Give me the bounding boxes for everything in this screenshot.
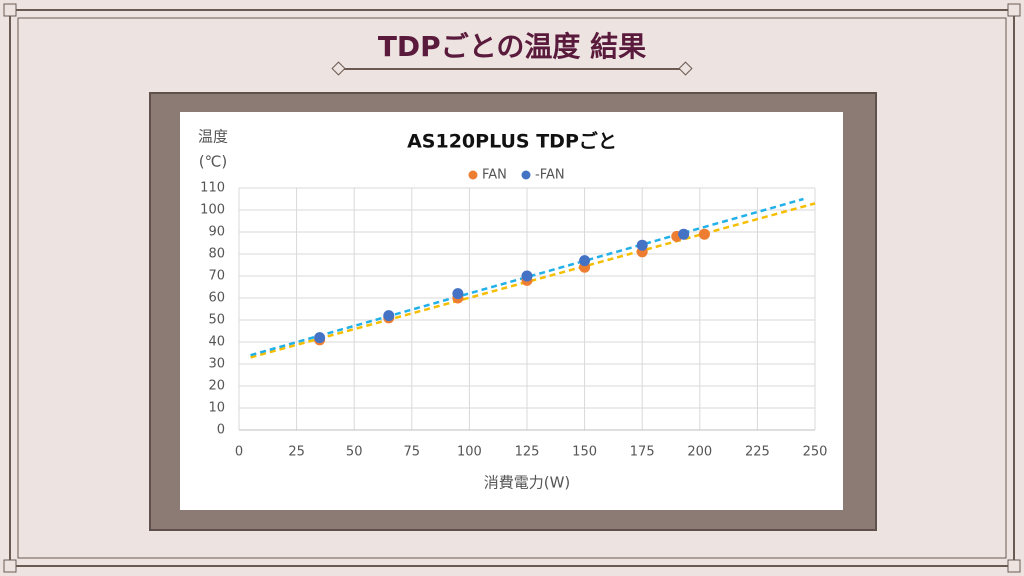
- y-tick-label: 40: [208, 335, 225, 350]
- point: [579, 255, 591, 267]
- corner: [3, 3, 17, 17]
- legend-label: -FAN: [535, 168, 565, 183]
- y-tick-label: 30: [208, 357, 225, 372]
- x-tick-label: 150: [572, 445, 597, 460]
- y-tick-label: 0: [217, 423, 225, 438]
- chart-area: [180, 112, 843, 510]
- y-tick-label: 70: [208, 269, 225, 284]
- x-tick-label: 200: [687, 445, 712, 460]
- x-tick-label: 175: [630, 445, 655, 460]
- y-tick-label: 50: [208, 313, 225, 328]
- legend-marker: [521, 170, 531, 180]
- x-tick-label: 50: [346, 445, 363, 460]
- y-tick-label: 100: [200, 203, 225, 218]
- corner: [1007, 3, 1021, 17]
- y-axis-label: 温度: [198, 128, 228, 146]
- x-tick-label: 0: [235, 445, 243, 460]
- corner: [3, 559, 17, 573]
- point: [452, 288, 464, 300]
- y-axis-label: (℃): [199, 153, 228, 171]
- point: [521, 270, 533, 282]
- x-tick-label: 25: [288, 445, 305, 460]
- x-tick-label: 225: [745, 445, 770, 460]
- frame-inner: [17, 17, 1007, 559]
- x-tick-label: 100: [457, 445, 482, 460]
- point: [383, 310, 395, 322]
- x-tick-label: 250: [803, 445, 828, 460]
- y-tick-label: 90: [208, 225, 225, 240]
- y-tick-label: 110: [200, 181, 225, 196]
- point: [636, 239, 648, 251]
- y-tick-label: 20: [208, 379, 225, 394]
- legend-marker: [468, 170, 478, 180]
- point: [678, 228, 690, 240]
- diamond: [678, 61, 693, 76]
- x-axis-label: 消費電力(W): [484, 474, 571, 492]
- y-tick-label: 10: [208, 401, 225, 416]
- x-tick-label: 75: [404, 445, 421, 460]
- point: [314, 332, 326, 344]
- chart-title: AS120PLUS TDPごと: [407, 130, 617, 153]
- trendline: [250, 202, 816, 359]
- trendline: [250, 197, 804, 357]
- y-tick-label: 80: [208, 247, 225, 262]
- point: [698, 228, 710, 240]
- diamond: [331, 61, 346, 76]
- corner: [1007, 559, 1021, 573]
- legend-label: FAN: [482, 168, 507, 183]
- x-tick-label: 125: [515, 445, 540, 460]
- frame: [9, 9, 1015, 567]
- y-tick-label: 60: [208, 291, 225, 306]
- slide-title: TDPごとの温度 結果: [378, 30, 646, 63]
